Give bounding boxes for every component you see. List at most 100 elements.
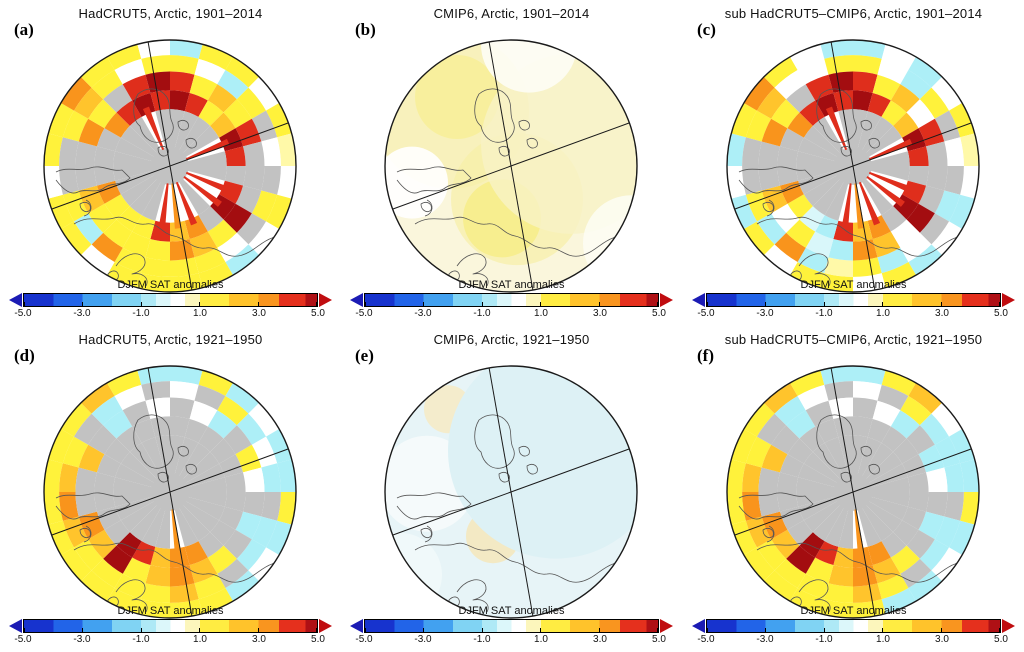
map-content (385, 40, 637, 292)
colorbar-tick-mark (940, 628, 942, 632)
panel-title-d: HadCRUT5, Arctic, 1921–1950 (78, 332, 263, 347)
colorbar-tick-label: -1.0 (132, 634, 150, 645)
colorbar-left-arrow-icon (9, 293, 22, 307)
colorbar-tick-mark (882, 628, 884, 632)
panel-a: (a) HadCRUT5, Arctic, 1901–2014 DJFM SAT… (0, 0, 341, 326)
map-content (727, 40, 979, 292)
meridian-line (392, 122, 630, 210)
colorbar-tick-mark (823, 628, 825, 632)
meridian-line (51, 448, 289, 536)
colorbar-tick-label: -3.0 (414, 634, 432, 645)
colorbar-tick-label: -5.0 (697, 308, 715, 319)
panel-letter-e: (e) (355, 346, 374, 365)
colorbar-tick-mark (657, 628, 658, 632)
coastlines (55, 414, 293, 613)
colorbar-gradient-bar (23, 293, 318, 307)
colorbar-label: DJFM SAT anomalies (458, 605, 565, 617)
map-grid-cells (727, 366, 979, 618)
panel-letter-f: (f) (697, 346, 714, 365)
colorbar-tick-mark (365, 628, 366, 632)
colorbar-tick-mark (940, 302, 942, 306)
colorbar-gradient-bar (706, 619, 1001, 633)
colorbar-tick-mark (140, 628, 142, 632)
coastlines (55, 88, 293, 287)
map-outline (384, 365, 638, 619)
colorbar-bar-row (350, 619, 673, 633)
coastlines (738, 414, 976, 613)
colorbar-ticks: -5.0 -3.0 -1.0 1.0 3.0 5.0 (355, 633, 666, 647)
colorbar-right-arrow-icon (319, 619, 332, 633)
colorbar-right-arrow-icon (319, 293, 332, 307)
colorbar-tick-mark (999, 302, 1000, 306)
colorbar-right-arrow-icon (660, 293, 673, 307)
panel-letter-d: (d) (14, 346, 35, 365)
map-content (44, 366, 296, 618)
colorbar-tick-label: 3.0 (252, 634, 266, 645)
colorbar-tick-label: 1.0 (876, 634, 890, 645)
meridian-line (734, 122, 972, 210)
arctic-map-d (43, 365, 297, 619)
panel-c: (c) sub HadCRUT5–CMIP6, Arctic, 1901–201… (683, 0, 1024, 326)
panel-title-c: sub HadCRUT5–CMIP6, Arctic, 1901–2014 (724, 6, 983, 21)
colorbar-tick-mark (257, 302, 259, 306)
colorbar-tick-mark (765, 302, 767, 306)
panel-letter-a: (a) (14, 20, 34, 39)
colorbar-left-arrow-icon (350, 293, 363, 307)
panel-e: (e) CMIP6, Arctic, 1921–1950 DJFM SAT an… (341, 326, 682, 652)
colorbar-left-arrow-icon (692, 619, 705, 633)
colorbar-tick-label: 3.0 (252, 308, 266, 319)
map-content (385, 366, 637, 618)
colorbar-tick-mark (316, 628, 317, 632)
colorbar-tick-mark (140, 302, 142, 306)
colorbar-tick-label: -5.0 (14, 634, 32, 645)
colorbar-tick-mark (999, 628, 1000, 632)
colorbar-tick-label: 5.0 (652, 634, 666, 645)
colorbar-d: DJFM SAT anomalies -5.0 -3.0 -1.0 1.0 3.0 5.0 (9, 604, 332, 650)
panel-letter-c: (c) (697, 20, 716, 39)
colorbar-tick-label: -1.0 (473, 308, 491, 319)
map-outline (43, 39, 297, 293)
panel-title-e: CMIP6, Arctic, 1921–1950 (433, 332, 590, 347)
colorbar-tick-label: 5.0 (994, 308, 1008, 319)
anomaly-blob (385, 146, 448, 219)
colorbar-tick-label: -5.0 (355, 308, 373, 319)
colorbar-tick-label: 1.0 (534, 634, 548, 645)
colorbar-tick-label: 5.0 (311, 634, 325, 645)
colorbar-right-arrow-icon (1002, 293, 1015, 307)
arctic-map-a (43, 39, 297, 293)
colorbar-right-arrow-icon (1002, 619, 1015, 633)
colorbar-gradient-bar (706, 293, 1001, 307)
colorbar-bar-row (692, 293, 1015, 307)
colorbar-tick-mark (657, 302, 658, 306)
arctic-map-b (384, 39, 638, 293)
colorbar-left-arrow-icon (350, 619, 363, 633)
colorbar-tick-label: 3.0 (593, 308, 607, 319)
colorbar-ticks: -5.0 -3.0 -1.0 1.0 3.0 5.0 (14, 307, 325, 321)
colorbar-ticks: -5.0 -3.0 -1.0 1.0 3.0 5.0 (355, 307, 666, 321)
colorbar-tick-mark (765, 628, 767, 632)
colorbar-tick-mark (316, 302, 317, 306)
coastlines (396, 414, 634, 613)
colorbar-gradient-bar (364, 619, 659, 633)
colorbar-tick-label: -1.0 (132, 308, 150, 319)
colorbar-tick-label: -1.0 (815, 308, 833, 319)
colorbar-label: DJFM SAT anomalies (117, 279, 224, 291)
colorbar-tick-mark (540, 302, 542, 306)
colorbar-ticks: -5.0 -3.0 -1.0 1.0 3.0 5.0 (14, 633, 325, 647)
colorbar-tick-label: -3.0 (414, 308, 432, 319)
colorbar-ticks: -5.0 -3.0 -1.0 1.0 3.0 5.0 (697, 633, 1008, 647)
colorbar-tick-label: 1.0 (534, 308, 548, 319)
colorbar-a: DJFM SAT anomalies -5.0 -3.0 -1.0 1.0 3.0 5.0 (9, 278, 332, 324)
colorbar-bar-row (9, 293, 332, 307)
map-content (44, 40, 296, 292)
colorbar-tick-mark (199, 302, 201, 306)
map-outline (726, 365, 980, 619)
colorbar-tick-label: -3.0 (756, 634, 774, 645)
map-content (727, 366, 979, 618)
arctic-map-e (384, 365, 638, 619)
panel-title-a: HadCRUT5, Arctic, 1901–2014 (78, 6, 263, 21)
colorbar-tick-label: 1.0 (193, 308, 207, 319)
map-grid-cells (44, 366, 296, 618)
colorbar-tick-label: 3.0 (593, 634, 607, 645)
